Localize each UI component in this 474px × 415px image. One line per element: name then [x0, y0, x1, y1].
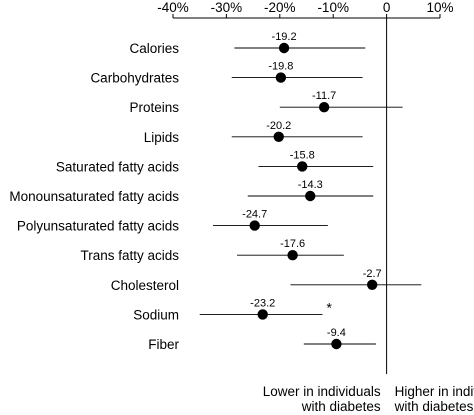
value-label: -2.7: [363, 268, 382, 280]
category-label: Saturated fatty acids: [56, 159, 179, 174]
value-label: -23.2: [250, 297, 275, 309]
estimate-row: Lipids -20.2: [144, 120, 363, 145]
x-tick-label: -40%: [157, 0, 189, 15]
category-label: Trans fatty acids: [80, 248, 179, 263]
value-label: -14.3: [298, 179, 323, 191]
estimate-point: [257, 309, 268, 320]
x-tick-label: -20%: [264, 0, 296, 15]
estimate-point: [287, 250, 298, 261]
category-label: Calories: [129, 41, 179, 56]
x-tick-label: -10%: [317, 0, 349, 15]
value-label: -17.6: [280, 238, 305, 250]
x-tick-label: 0: [383, 0, 391, 15]
value-label: -15.8: [290, 149, 315, 161]
estimate-row: Carbohydrates -19.8: [90, 61, 363, 86]
estimate-point: [297, 161, 308, 172]
category-label: Cholesterol: [111, 278, 179, 293]
estimate-point: [275, 72, 287, 83]
estimate-point: [305, 190, 316, 202]
estimate-rows: Calories -19.2 Carbohydrates -19.8 Proteins -…: [9, 31, 422, 352]
value-label: -19.8: [268, 61, 293, 73]
category-label: Polyunsaturated fatty acids: [17, 219, 179, 234]
value-label: -24.7: [242, 209, 267, 221]
estimate-row: Sodium -23.2 *: [133, 297, 332, 322]
lower-direction-label: Lower in individuals: [263, 384, 381, 399]
estimate-row: Monounsaturated fatty acids -14.3: [9, 179, 374, 204]
significance-marker: *: [327, 299, 333, 315]
category-label: Carbohydrates: [90, 71, 179, 86]
estimate-row: Polyunsaturated fatty acids -24.7: [17, 209, 328, 234]
value-label: -19.2: [272, 31, 297, 43]
lower-direction-label: with diabetes: [301, 399, 381, 414]
estimate-point: [273, 131, 284, 142]
estimate-row: Cholesterol -2.7: [111, 268, 422, 293]
higher-direction-label: Higher in individuals: [395, 384, 474, 399]
higher-direction-label: with diabetes: [394, 399, 474, 414]
estimate-row: Trans fatty acids -17.6: [80, 238, 344, 263]
estimate-point: [318, 102, 330, 113]
estimate-point: [249, 220, 260, 231]
value-label: -9.4: [327, 327, 346, 339]
estimate-row: Saturated fatty acids -15.8: [56, 149, 374, 174]
estimate-row: Proteins -11.7: [129, 90, 403, 115]
estimate-row: Fiber -9.4: [148, 327, 376, 352]
category-label: Monounsaturated fatty acids: [9, 189, 179, 204]
category-label: Proteins: [129, 100, 179, 115]
x-tick-label: 10%: [426, 0, 453, 15]
value-label: -20.2: [266, 120, 291, 132]
estimate-point: [366, 279, 378, 290]
category-label: Sodium: [133, 307, 179, 322]
category-label: Fiber: [148, 337, 179, 352]
estimate-point: [331, 338, 342, 350]
estimate-point: [278, 42, 290, 54]
value-label: -11.7: [312, 90, 336, 102]
x-tick-label: -30%: [211, 0, 243, 15]
category-label: Lipids: [144, 130, 180, 145]
estimate-row: Calories -19.2: [129, 31, 366, 56]
x-axis: -40% -30% -20% -10% 0 10%: [157, 0, 454, 19]
